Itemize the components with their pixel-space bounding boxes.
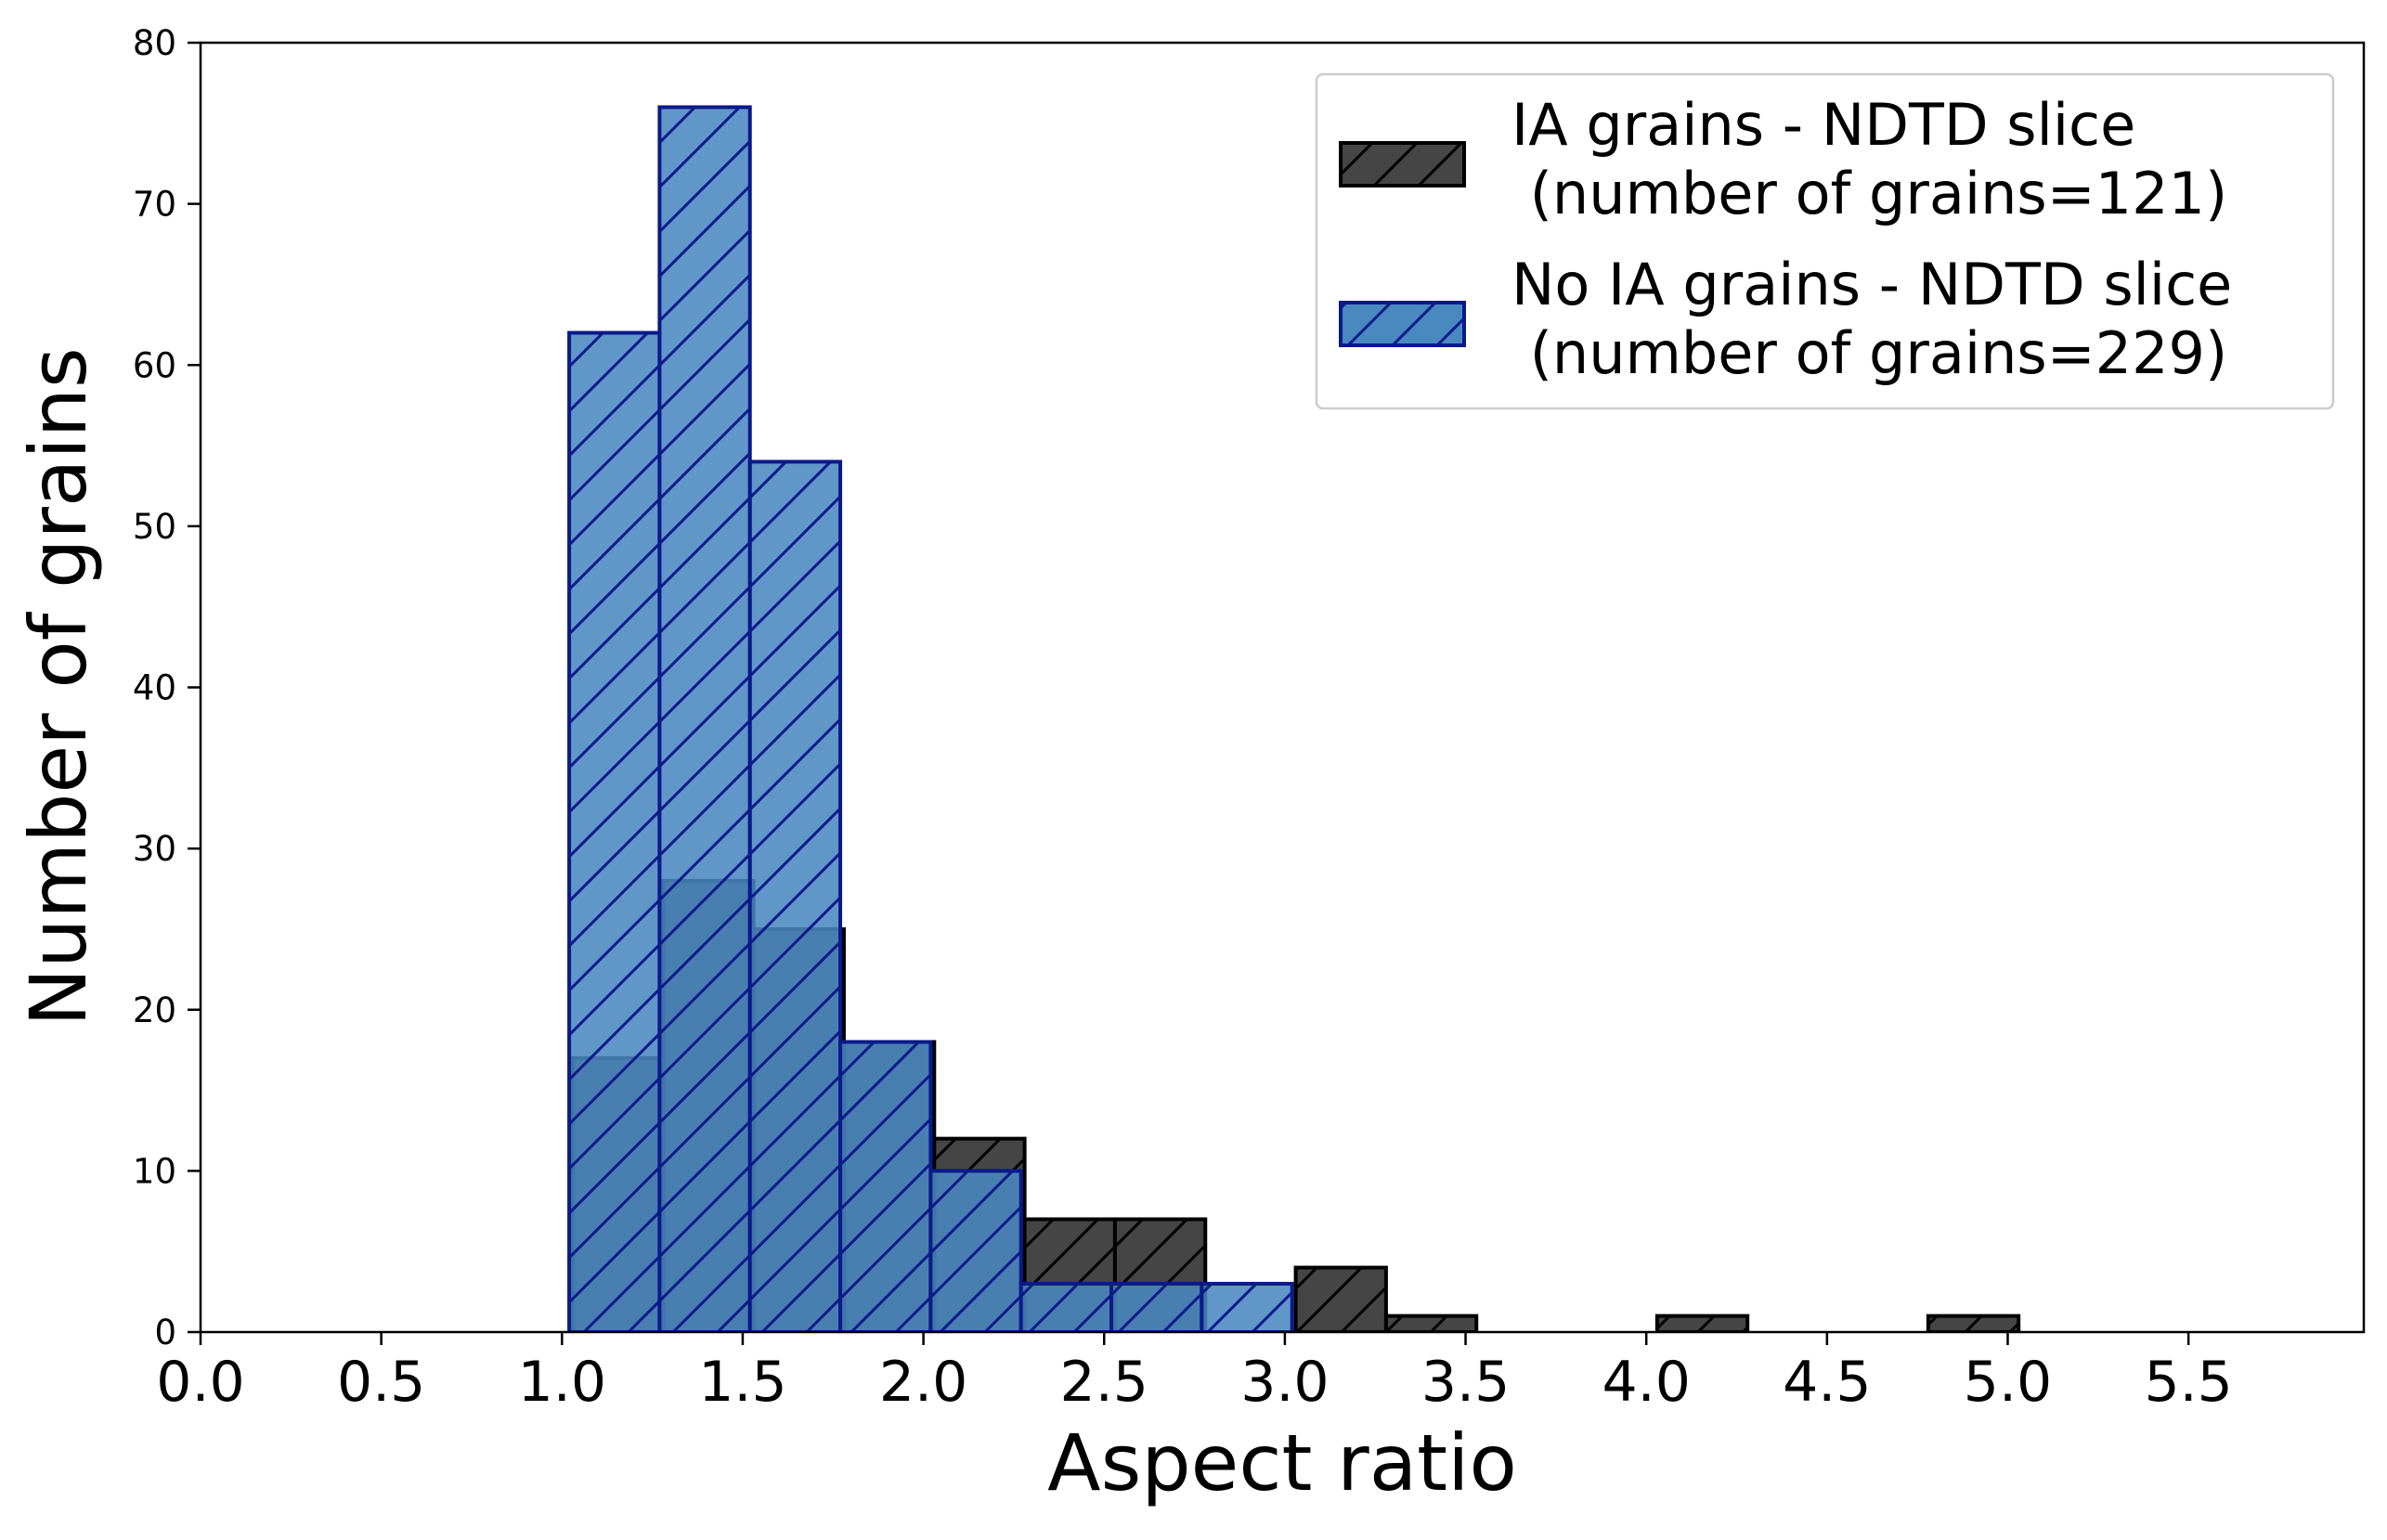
bar-hatch-ia-9	[1383, 1314, 1479, 1332]
legend-item-ia: IA grains - NDTD slice (number of grains…	[0, 0, 2355, 227]
bar-hatch-noia-4	[928, 1169, 1023, 1332]
x-axis-ticks: 0.0 0.5 1.0 1.5 2.0 2.5 3.0 3.5 4.0 4.5 5.0 5.5	[156, 1332, 2233, 1415]
bar-noia-2	[747, 459, 843, 1332]
legend-label-ia-line1: IA grains - NDTD slice	[1511, 91, 2135, 159]
bar-ia-12	[1654, 1314, 1750, 1332]
bar-hatch-noia-6	[1109, 1281, 1204, 1332]
x-tick-label: 4.5	[1783, 1350, 1871, 1415]
legend-label-ia: IA grains - NDTD slice (number of grains…	[0, 0, 2355, 227]
y-axis-ticks: 0 10 20 30 40 50 60 70 80	[133, 23, 201, 1352]
x-tick-label: 2.0	[879, 1350, 967, 1415]
bar-ia-8	[1293, 1265, 1388, 1332]
x-tick-label: 5.0	[1964, 1350, 2052, 1415]
bar-noia-5	[1018, 1281, 1114, 1332]
y-tick-label: 60	[133, 345, 176, 385]
bar-ia-15	[1926, 1314, 2021, 1332]
x-tick-label: 4.0	[1602, 1350, 1690, 1415]
bar-hatch-ia-15	[1926, 1314, 2021, 1332]
bar-hatch-noia-7	[1200, 1281, 1294, 1332]
x-axis-label: Aspect ratio	[1047, 1417, 1517, 1508]
x-tick-label: 1.0	[518, 1350, 606, 1415]
legend-label-noia-line2: (number of grains=229)	[1511, 319, 2227, 387]
bar-hatch-noia-5	[1018, 1281, 1114, 1332]
bar-noia-1	[657, 105, 752, 1332]
x-tick-label: 3.0	[1240, 1350, 1329, 1415]
bar-noia-6	[1109, 1281, 1204, 1332]
y-tick-label: 30	[133, 829, 176, 869]
y-tick-label: 40	[133, 668, 176, 708]
legend: IA grains - NDTD slice (number of grains…	[0, 0, 2387, 410]
bar-ia-9	[1383, 1314, 1479, 1332]
y-axis-label: Number of grains	[13, 347, 104, 1026]
x-tick-label: 3.5	[1421, 1350, 1510, 1415]
y-tick-label: 50	[133, 507, 176, 547]
x-tick-label: 2.5	[1060, 1350, 1148, 1415]
bar-noia-0	[567, 330, 662, 1332]
bar-noia-3	[838, 1040, 933, 1332]
x-tick-label: 0.5	[337, 1350, 425, 1415]
y-tick-label: 10	[133, 1151, 176, 1191]
series-noia-bars	[567, 105, 1294, 1332]
x-tick-label: 0.0	[156, 1350, 244, 1415]
y-tick-label: 0	[154, 1313, 176, 1352]
legend-label-noia: No IA grains - NDTD slice (number of gra…	[0, 0, 2387, 387]
legend-swatch-noia-hatch	[1339, 301, 1466, 347]
y-tick-label: 70	[133, 185, 176, 225]
bar-hatch-ia-8	[1293, 1265, 1388, 1332]
legend-label-ia-line2: (number of grains=121)	[1511, 160, 2227, 227]
x-tick-label: 5.5	[2144, 1350, 2232, 1415]
y-tick-label: 80	[133, 23, 176, 63]
bar-hatch-noia-0	[567, 330, 662, 1332]
bar-hatch-noia-1	[657, 105, 752, 1332]
bar-hatch-ia-12	[1654, 1314, 1750, 1332]
legend-swatch-ia-hatch	[1339, 141, 1466, 188]
bar-hatch-noia-3	[838, 1040, 933, 1332]
legend-frame	[1315, 72, 2335, 410]
bar-noia-4	[928, 1169, 1023, 1332]
bar-noia-7	[1200, 1281, 1294, 1332]
legend-label-noia-line1: No IA grains - NDTD slice	[1511, 251, 2232, 318]
y-tick-label: 20	[133, 990, 176, 1030]
legend-item-noia: No IA grains - NDTD slice (number of gra…	[0, 0, 2387, 387]
x-tick-label: 1.5	[698, 1350, 786, 1415]
bar-hatch-noia-2	[747, 459, 843, 1332]
